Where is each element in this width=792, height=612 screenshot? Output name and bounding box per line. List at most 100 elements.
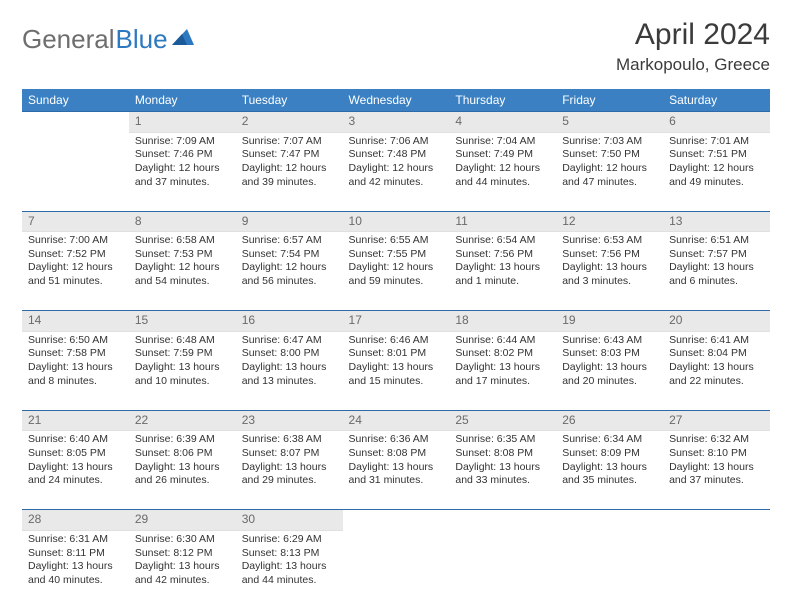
day-content — [22, 133, 129, 143]
daylight-text: Daylight: 12 hours and 56 minutes. — [242, 261, 337, 288]
day-number: 14 — [22, 311, 129, 332]
day-content — [663, 531, 770, 541]
sunrise-text: Sunrise: 6:57 AM — [242, 234, 337, 248]
daylight-text: Daylight: 13 hours and 37 minutes. — [669, 461, 764, 488]
day-content: Sunrise: 7:04 AMSunset: 7:49 PMDaylight:… — [449, 133, 556, 211]
daylight-text: Daylight: 13 hours and 31 minutes. — [349, 461, 444, 488]
day-number: 6 — [663, 112, 770, 133]
day-number: 13 — [663, 212, 770, 233]
sunrise-text: Sunrise: 7:09 AM — [135, 135, 230, 149]
day-content: Sunrise: 7:01 AMSunset: 7:51 PMDaylight:… — [663, 133, 770, 211]
daylight-text: Daylight: 13 hours and 29 minutes. — [242, 461, 337, 488]
day-number: 5 — [556, 112, 663, 133]
day-number: 26 — [556, 411, 663, 432]
sunrise-text: Sunrise: 6:38 AM — [242, 433, 337, 447]
day-number: 28 — [22, 510, 129, 531]
sunrise-text: Sunrise: 6:29 AM — [242, 533, 337, 547]
calendar-table: Sunday Monday Tuesday Wednesday Thursday… — [22, 89, 770, 609]
sunrise-text: Sunrise: 7:00 AM — [28, 234, 123, 248]
sunrise-text: Sunrise: 6:46 AM — [349, 334, 444, 348]
day-content: Sunrise: 6:38 AMSunset: 8:07 PMDaylight:… — [236, 431, 343, 509]
sunrise-text: Sunrise: 6:40 AM — [28, 433, 123, 447]
sunset-text: Sunset: 8:08 PM — [349, 447, 444, 461]
day-content: Sunrise: 6:48 AMSunset: 7:59 PMDaylight:… — [129, 332, 236, 410]
sunset-text: Sunset: 8:08 PM — [455, 447, 550, 461]
day-cell: 4Sunrise: 7:04 AMSunset: 7:49 PMDaylight… — [449, 112, 556, 212]
sunrise-text: Sunrise: 7:03 AM — [562, 135, 657, 149]
sunrise-text: Sunrise: 6:47 AM — [242, 334, 337, 348]
day-number: 27 — [663, 411, 770, 432]
day-cell: 15Sunrise: 6:48 AMSunset: 7:59 PMDayligh… — [129, 311, 236, 411]
day-content: Sunrise: 6:53 AMSunset: 7:56 PMDaylight:… — [556, 232, 663, 310]
sunset-text: Sunset: 8:13 PM — [242, 547, 337, 561]
day-content: Sunrise: 6:58 AMSunset: 7:53 PMDaylight:… — [129, 232, 236, 310]
sunrise-text: Sunrise: 6:35 AM — [455, 433, 550, 447]
logo-triangle-icon — [172, 27, 194, 50]
week-row: .1Sunrise: 7:09 AMSunset: 7:46 PMDayligh… — [22, 112, 770, 212]
day-cell: 27Sunrise: 6:32 AMSunset: 8:10 PMDayligh… — [663, 410, 770, 510]
day-cell: 18Sunrise: 6:44 AMSunset: 8:02 PMDayligh… — [449, 311, 556, 411]
daylight-text: Daylight: 12 hours and 54 minutes. — [135, 261, 230, 288]
sunrise-text: Sunrise: 6:44 AM — [455, 334, 550, 348]
day-cell: . — [449, 510, 556, 609]
logo-word-2: Blue — [116, 24, 168, 55]
daylight-text: Daylight: 13 hours and 22 minutes. — [669, 361, 764, 388]
daylight-text: Daylight: 12 hours and 49 minutes. — [669, 162, 764, 189]
day-content: Sunrise: 6:55 AMSunset: 7:55 PMDaylight:… — [343, 232, 450, 310]
day-content: Sunrise: 6:40 AMSunset: 8:05 PMDaylight:… — [22, 431, 129, 509]
day-cell: 26Sunrise: 6:34 AMSunset: 8:09 PMDayligh… — [556, 410, 663, 510]
weekday-header: Saturday — [663, 89, 770, 112]
daylight-text: Daylight: 13 hours and 13 minutes. — [242, 361, 337, 388]
daylight-text: Daylight: 12 hours and 44 minutes. — [455, 162, 550, 189]
day-number: 11 — [449, 212, 556, 233]
day-number: 17 — [343, 311, 450, 332]
day-number: 25 — [449, 411, 556, 432]
sunset-text: Sunset: 7:49 PM — [455, 148, 550, 162]
daylight-text: Daylight: 13 hours and 17 minutes. — [455, 361, 550, 388]
weekday-header: Sunday — [22, 89, 129, 112]
daylight-text: Daylight: 13 hours and 44 minutes. — [242, 560, 337, 587]
day-cell: 24Sunrise: 6:36 AMSunset: 8:08 PMDayligh… — [343, 410, 450, 510]
sunset-text: Sunset: 8:05 PM — [28, 447, 123, 461]
day-number: 21 — [22, 411, 129, 432]
daylight-text: Daylight: 13 hours and 6 minutes. — [669, 261, 764, 288]
day-content: Sunrise: 6:34 AMSunset: 8:09 PMDaylight:… — [556, 431, 663, 509]
day-cell: 3Sunrise: 7:06 AMSunset: 7:48 PMDaylight… — [343, 112, 450, 212]
day-content: Sunrise: 7:00 AMSunset: 7:52 PMDaylight:… — [22, 232, 129, 310]
day-cell: 23Sunrise: 6:38 AMSunset: 8:07 PMDayligh… — [236, 410, 343, 510]
day-cell: . — [663, 510, 770, 609]
week-row: 21Sunrise: 6:40 AMSunset: 8:05 PMDayligh… — [22, 410, 770, 510]
sunset-text: Sunset: 8:04 PM — [669, 347, 764, 361]
day-number: 19 — [556, 311, 663, 332]
day-content: Sunrise: 6:44 AMSunset: 8:02 PMDaylight:… — [449, 332, 556, 410]
day-number: 16 — [236, 311, 343, 332]
day-content: Sunrise: 6:30 AMSunset: 8:12 PMDaylight:… — [129, 531, 236, 609]
day-cell: 8Sunrise: 6:58 AMSunset: 7:53 PMDaylight… — [129, 211, 236, 311]
week-row: 28Sunrise: 6:31 AMSunset: 8:11 PMDayligh… — [22, 510, 770, 609]
daylight-text: Daylight: 13 hours and 35 minutes. — [562, 461, 657, 488]
sunset-text: Sunset: 7:57 PM — [669, 248, 764, 262]
day-content: Sunrise: 7:03 AMSunset: 7:50 PMDaylight:… — [556, 133, 663, 211]
location: Markopoulo, Greece — [616, 55, 770, 75]
sunset-text: Sunset: 7:56 PM — [455, 248, 550, 262]
day-number: 23 — [236, 411, 343, 432]
daylight-text: Daylight: 13 hours and 42 minutes. — [135, 560, 230, 587]
sunset-text: Sunset: 7:46 PM — [135, 148, 230, 162]
day-number: 24 — [343, 411, 450, 432]
day-content: Sunrise: 6:35 AMSunset: 8:08 PMDaylight:… — [449, 431, 556, 509]
day-content: Sunrise: 6:43 AMSunset: 8:03 PMDaylight:… — [556, 332, 663, 410]
sunrise-text: Sunrise: 6:39 AM — [135, 433, 230, 447]
sunrise-text: Sunrise: 6:48 AM — [135, 334, 230, 348]
daylight-text: Daylight: 12 hours and 47 minutes. — [562, 162, 657, 189]
month-title: April 2024 — [616, 18, 770, 51]
day-number: 22 — [129, 411, 236, 432]
sunset-text: Sunset: 8:00 PM — [242, 347, 337, 361]
daylight-text: Daylight: 13 hours and 3 minutes. — [562, 261, 657, 288]
day-cell: 22Sunrise: 6:39 AMSunset: 8:06 PMDayligh… — [129, 410, 236, 510]
day-cell: 13Sunrise: 6:51 AMSunset: 7:57 PMDayligh… — [663, 211, 770, 311]
sunrise-text: Sunrise: 7:04 AM — [455, 135, 550, 149]
day-content: Sunrise: 6:54 AMSunset: 7:56 PMDaylight:… — [449, 232, 556, 310]
sunrise-text: Sunrise: 6:31 AM — [28, 533, 123, 547]
header: General Blue April 2024 Markopoulo, Gree… — [22, 18, 770, 75]
sunset-text: Sunset: 8:07 PM — [242, 447, 337, 461]
